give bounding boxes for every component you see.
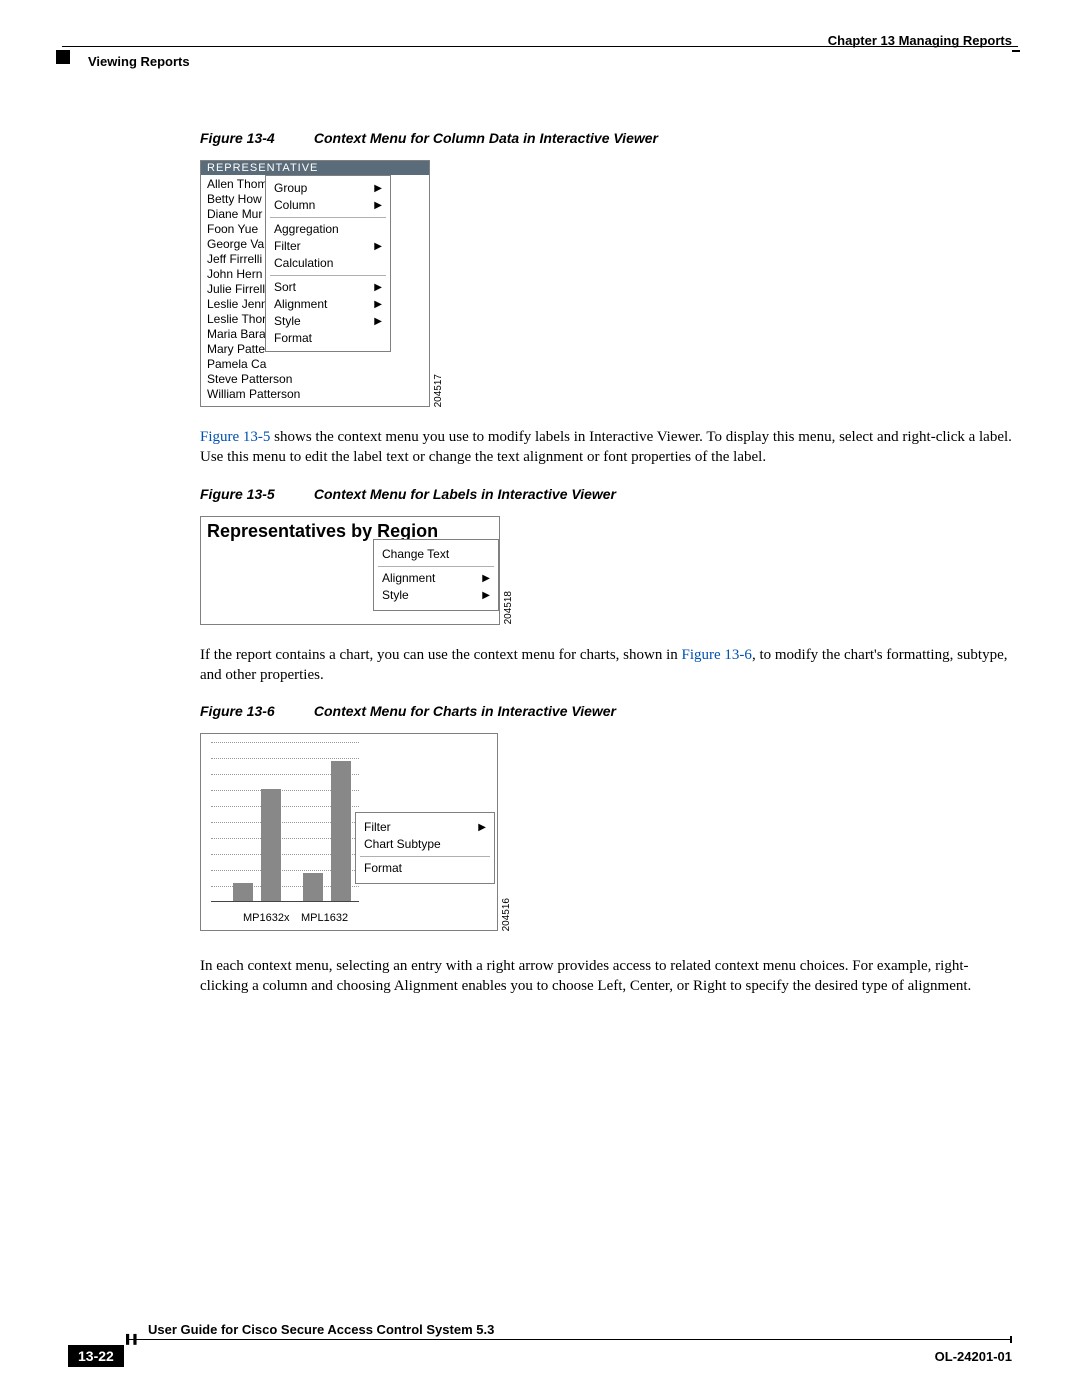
document-id: OL-24201-01 [935,1349,1012,1364]
chart-context-menu[interactable]: Filter ▶ Chart Subtype Format [355,812,495,884]
menu-item-format[interactable]: Format [266,330,390,347]
menu-item-label: Change Text [382,547,449,562]
figure-4-code: 204517 [433,374,444,407]
link-figure-13-5[interactable]: Figure 13-5 [200,429,270,445]
menu-item-label: Group [274,181,307,196]
menu-item-label: Style [382,588,409,603]
content-area: Figure 13-4 Context Menu for Column Data… [200,130,1012,1015]
chapter-title: Chapter 13 Managing Reports [828,33,1012,48]
menu-item-alignment[interactable]: Alignment ▶ [266,296,390,313]
submenu-arrow-icon: ▶ [374,198,382,213]
menu-item-label: Column [274,198,315,213]
submenu-arrow-icon: ▶ [374,297,382,312]
menu-separator [378,566,494,567]
menu-item-sort[interactable]: Sort ▶ [266,279,390,296]
figure-6-number: Figure 13-6 [200,703,310,719]
figure-6: MP1632x MPL1632 Filter ▶ Chart Subtype Form… [200,733,498,931]
menu-item-label: Format [364,861,402,876]
menu-item-label: Calculation [274,256,333,271]
paragraph-1: Figure 13-5 shows the context menu you u… [200,427,1012,468]
submenu-arrow-icon: ▶ [374,239,382,254]
paragraph-1-text: shows the context menu you use to modify… [200,429,1012,465]
menu-item-filter[interactable]: Filter ▶ [356,819,494,836]
grid-line [211,758,359,759]
menu-item-label: Aggregation [274,222,339,237]
column-header-representative[interactable]: REPRESENTATIVE [201,161,429,175]
menu-item-label: Sort [274,280,296,295]
menu-separator [270,217,386,218]
submenu-arrow-icon: ▶ [478,820,486,835]
chart-bar[interactable] [261,789,281,901]
representative-name[interactable]: Steve Patterson [207,372,423,387]
footer-rule: ▌▌ [68,1339,1012,1341]
bar-chart[interactable] [211,742,359,902]
figure-4: REPRESENTATIVE Allen ThomBetty HowDiane … [200,160,430,407]
figure-5-title: Context Menu for Labels in Interactive V… [314,486,616,502]
figure-6-title: Context Menu for Charts in Interactive V… [314,703,616,719]
grid-line [211,742,359,743]
submenu-arrow-icon: ▶ [482,588,490,603]
menu-item-format[interactable]: Format [356,860,494,877]
link-figure-13-6[interactable]: Figure 13-6 [682,647,752,663]
label-context-menu[interactable]: Change Text Alignment ▶ Style ▶ [373,539,499,611]
paragraph-3: In each context menu, selecting an entry… [200,956,1012,997]
paragraph-2: If the report contains a chart, you can … [200,645,1012,686]
chart-bar[interactable] [233,883,253,901]
header-square-icon [56,50,70,64]
x-axis-label-2: MPL1632 [301,912,348,924]
header-tick-right [1012,50,1020,52]
representative-name[interactable]: Pamela Ca [207,357,423,372]
menu-item-label: Format [274,331,312,346]
figure-4-number: Figure 13-4 [200,130,310,146]
x-axis-label-1: MP1632x [243,912,289,924]
menu-item-label: Alignment [274,297,327,312]
chart-bar[interactable] [303,873,323,901]
figure-5-number: Figure 13-5 [200,486,310,502]
page-number-badge: 13-22 [68,1345,124,1367]
figure-4-caption: Figure 13-4 Context Menu for Column Data… [200,130,1012,146]
section-title: Viewing Reports [88,54,190,69]
representative-name[interactable]: William Patterson [207,387,423,402]
figure-5-caption: Figure 13-5 Context Menu for Labels in I… [200,486,1012,502]
menu-item-label: Chart Subtype [364,837,441,852]
figure-6-code: 204516 [501,898,512,931]
menu-item-label: Filter [274,239,301,254]
menu-separator [360,856,490,857]
chart-bar[interactable] [331,761,351,901]
menu-item-style[interactable]: Style ▶ [374,587,498,604]
menu-item-filter[interactable]: Filter ▶ [266,238,390,255]
figure-6-panel: MP1632x MPL1632 Filter ▶ Chart Subtype Form… [200,733,498,931]
menu-separator [270,275,386,276]
submenu-arrow-icon: ▶ [482,571,490,586]
figure-4-title: Context Menu for Column Data in Interact… [314,130,658,146]
menu-item-aggregation[interactable]: Aggregation [266,221,390,238]
submenu-arrow-icon: ▶ [374,314,382,329]
paragraph-2-pre: If the report contains a chart, you can … [200,647,682,663]
footer-guide-title: User Guide for Cisco Secure Access Contr… [68,1322,1012,1339]
footer-tick-right-icon [1010,1336,1012,1343]
figure-4-body: Allen ThomBetty HowDiane MurFoon YueGeor… [201,175,429,406]
menu-item-label: Alignment [382,571,435,586]
menu-item-label: Style [274,314,301,329]
figure-5-code: 204518 [503,591,514,624]
menu-item-chart-subtype[interactable]: Chart Subtype [356,836,494,853]
menu-item-change-text[interactable]: Change Text [374,546,498,563]
menu-item-label: Filter [364,820,391,835]
figure-6-caption: Figure 13-6 Context Menu for Charts in I… [200,703,1012,719]
submenu-arrow-icon: ▶ [374,280,382,295]
menu-item-style[interactable]: Style ▶ [266,313,390,330]
figure-5: Representatives by Region Change TextAli… [200,516,500,625]
menu-item-calculation[interactable]: Calculation [266,255,390,272]
figure-4-panel: REPRESENTATIVE Allen ThomBetty HowDiane … [200,160,430,407]
figure-5-panel: Representatives by Region Change TextAli… [200,516,500,625]
menu-item-alignment[interactable]: Alignment ▶ [374,570,498,587]
column-context-menu[interactable]: Group ▶ Column ▶ Aggregation Filter ▶ Calculati… [265,175,391,352]
page: Chapter 13 Managing Reports Viewing Repo… [0,0,1080,1397]
submenu-arrow-icon: ▶ [374,181,382,196]
menu-item-column[interactable]: Column ▶ [266,197,390,214]
menu-item-group[interactable]: Group ▶ [266,180,390,197]
footer: User Guide for Cisco Secure Access Contr… [68,1322,1012,1367]
